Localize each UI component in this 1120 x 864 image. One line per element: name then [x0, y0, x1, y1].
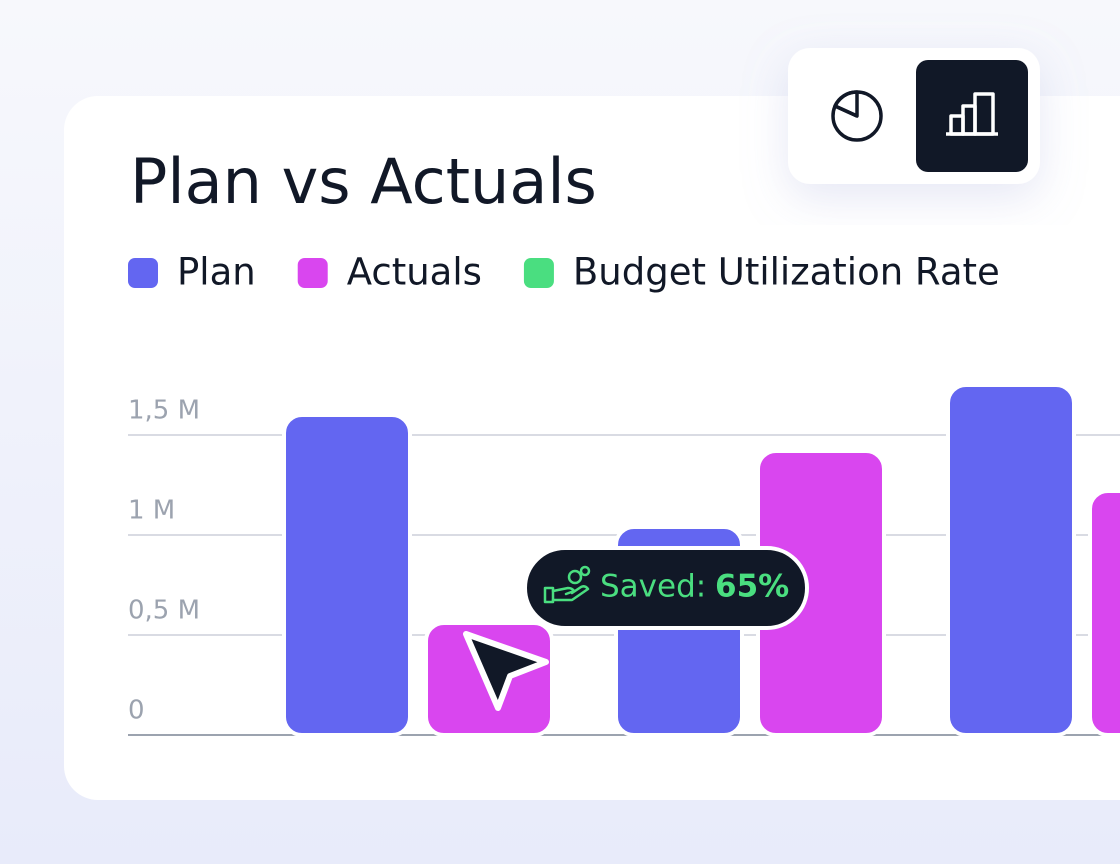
y-tick-label: 1,5 M — [128, 396, 200, 426]
y-tick-label: 0 — [128, 696, 145, 726]
legend: Plan Actuals Budget Utilization Rate — [128, 251, 1000, 294]
legend-label: Budget Utilization Rate — [573, 251, 1000, 294]
bar — [1088, 489, 1120, 737]
pie-button[interactable] — [831, 90, 883, 142]
saved-icon — [543, 565, 591, 604]
tooltip-value: 65% — [715, 569, 789, 605]
cursor — [463, 631, 549, 711]
legend-swatch — [297, 258, 328, 288]
chart-toggle — [788, 48, 1040, 184]
legend-label: Actuals — [347, 251, 482, 294]
legend-swatch — [128, 258, 158, 288]
bar — [946, 383, 1076, 737]
tooltip-bg — [523, 546, 809, 630]
bar-icon — [946, 92, 998, 136]
legend-label: Plan — [177, 251, 256, 294]
y-tick-label: 0,5 M — [128, 596, 200, 626]
chart-title: Plan vs Actuals — [130, 145, 597, 218]
y-tick-label: 1 M — [128, 496, 175, 526]
bar-button[interactable] — [916, 60, 1028, 172]
bar — [282, 413, 412, 737]
tooltip-label: Saved: — [600, 569, 706, 605]
legend-swatch — [523, 258, 554, 288]
tooltip: Saved: 65% — [523, 546, 809, 630]
